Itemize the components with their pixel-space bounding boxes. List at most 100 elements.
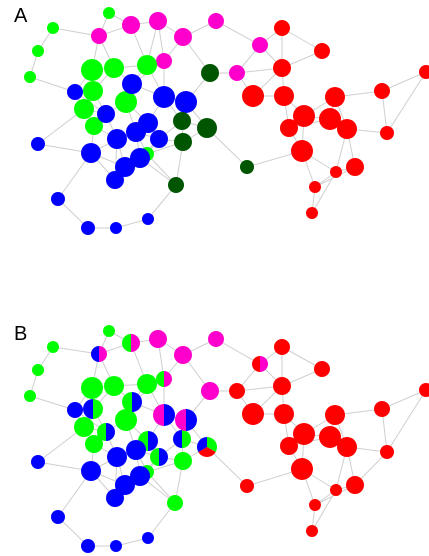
network-node bbox=[51, 510, 65, 524]
network-node bbox=[32, 45, 44, 57]
node-circle bbox=[126, 122, 146, 142]
network-node bbox=[81, 539, 95, 553]
network-node bbox=[156, 53, 172, 69]
node-circle bbox=[337, 119, 357, 139]
node-circle bbox=[293, 105, 315, 127]
node-circle bbox=[104, 58, 124, 78]
node-circle bbox=[273, 59, 291, 77]
node-circle bbox=[173, 112, 191, 130]
node-circle bbox=[330, 484, 342, 496]
node-circle bbox=[122, 74, 142, 94]
node-circle bbox=[32, 45, 44, 57]
network-node bbox=[274, 86, 294, 106]
network-node bbox=[110, 540, 122, 552]
node-circle bbox=[274, 404, 294, 424]
node-circle bbox=[107, 447, 127, 467]
node-slice bbox=[83, 399, 93, 419]
network-node bbox=[142, 213, 154, 225]
network-node bbox=[309, 499, 321, 511]
node-circle bbox=[174, 28, 192, 46]
network-node bbox=[83, 81, 103, 101]
network-node bbox=[91, 28, 107, 44]
network-node bbox=[107, 447, 127, 467]
network-node bbox=[293, 423, 315, 445]
node-circle bbox=[106, 171, 124, 189]
node-circle bbox=[137, 55, 157, 75]
node-slice bbox=[164, 404, 175, 426]
panel-b-label: B bbox=[14, 323, 27, 345]
network-edge bbox=[386, 71, 427, 134]
network-node bbox=[380, 445, 394, 459]
node-circle bbox=[346, 158, 364, 176]
node-circle bbox=[197, 118, 217, 138]
network-node bbox=[330, 484, 342, 496]
network-node bbox=[122, 334, 140, 352]
network-node bbox=[291, 458, 313, 480]
network-node bbox=[47, 341, 59, 353]
node-circle bbox=[325, 405, 345, 425]
network-node bbox=[104, 58, 124, 78]
network-node bbox=[81, 221, 95, 235]
network-node bbox=[175, 91, 197, 113]
network-node bbox=[242, 403, 264, 425]
node-slice bbox=[148, 431, 158, 451]
node-circle bbox=[319, 108, 341, 130]
node-circle bbox=[110, 540, 122, 552]
node-circle bbox=[81, 221, 95, 235]
node-circle bbox=[291, 140, 313, 162]
node-circle bbox=[51, 510, 65, 524]
node-circle bbox=[149, 12, 167, 30]
node-circle bbox=[47, 341, 59, 353]
network-node bbox=[314, 43, 330, 59]
network-node bbox=[126, 122, 146, 142]
node-circle bbox=[374, 83, 390, 99]
node-slice bbox=[186, 409, 197, 431]
node-circle bbox=[374, 401, 390, 417]
network-node bbox=[274, 20, 290, 36]
network-node bbox=[103, 7, 115, 19]
network-node bbox=[31, 137, 45, 151]
network-node bbox=[374, 83, 390, 99]
node-circle bbox=[346, 476, 364, 494]
panel-b-nodes bbox=[24, 325, 429, 553]
network-node bbox=[32, 364, 44, 376]
network-node bbox=[173, 430, 191, 448]
network-node bbox=[330, 166, 342, 178]
network-node bbox=[240, 479, 254, 493]
node-circle bbox=[47, 22, 59, 34]
network-node bbox=[91, 346, 107, 362]
node-circle bbox=[174, 133, 192, 151]
node-circle bbox=[126, 440, 146, 460]
network-node bbox=[208, 13, 224, 29]
network-node bbox=[319, 108, 341, 130]
node-circle bbox=[208, 331, 224, 347]
network-node bbox=[208, 331, 224, 347]
node-circle bbox=[208, 13, 224, 29]
network-node bbox=[168, 177, 184, 193]
node-circle bbox=[142, 213, 154, 225]
network-node bbox=[106, 171, 124, 189]
node-circle bbox=[91, 28, 107, 44]
network-node bbox=[174, 133, 192, 151]
network-node bbox=[229, 65, 245, 81]
network-node bbox=[47, 22, 59, 34]
node-circle bbox=[67, 402, 83, 418]
network-node bbox=[309, 181, 321, 193]
node-circle bbox=[110, 222, 122, 234]
node-circle bbox=[149, 330, 167, 348]
network-node bbox=[115, 475, 135, 495]
network-node bbox=[74, 417, 94, 437]
node-circle bbox=[81, 143, 101, 163]
network-node bbox=[173, 112, 191, 130]
network-node bbox=[137, 374, 157, 394]
network-node bbox=[150, 448, 168, 466]
node-slice bbox=[122, 392, 132, 412]
node-circle bbox=[85, 117, 103, 135]
node-circle bbox=[274, 20, 290, 36]
network-node bbox=[314, 361, 330, 377]
node-circle bbox=[32, 364, 44, 376]
network-node bbox=[83, 399, 103, 419]
network-node bbox=[380, 126, 394, 140]
node-circle bbox=[242, 85, 264, 107]
